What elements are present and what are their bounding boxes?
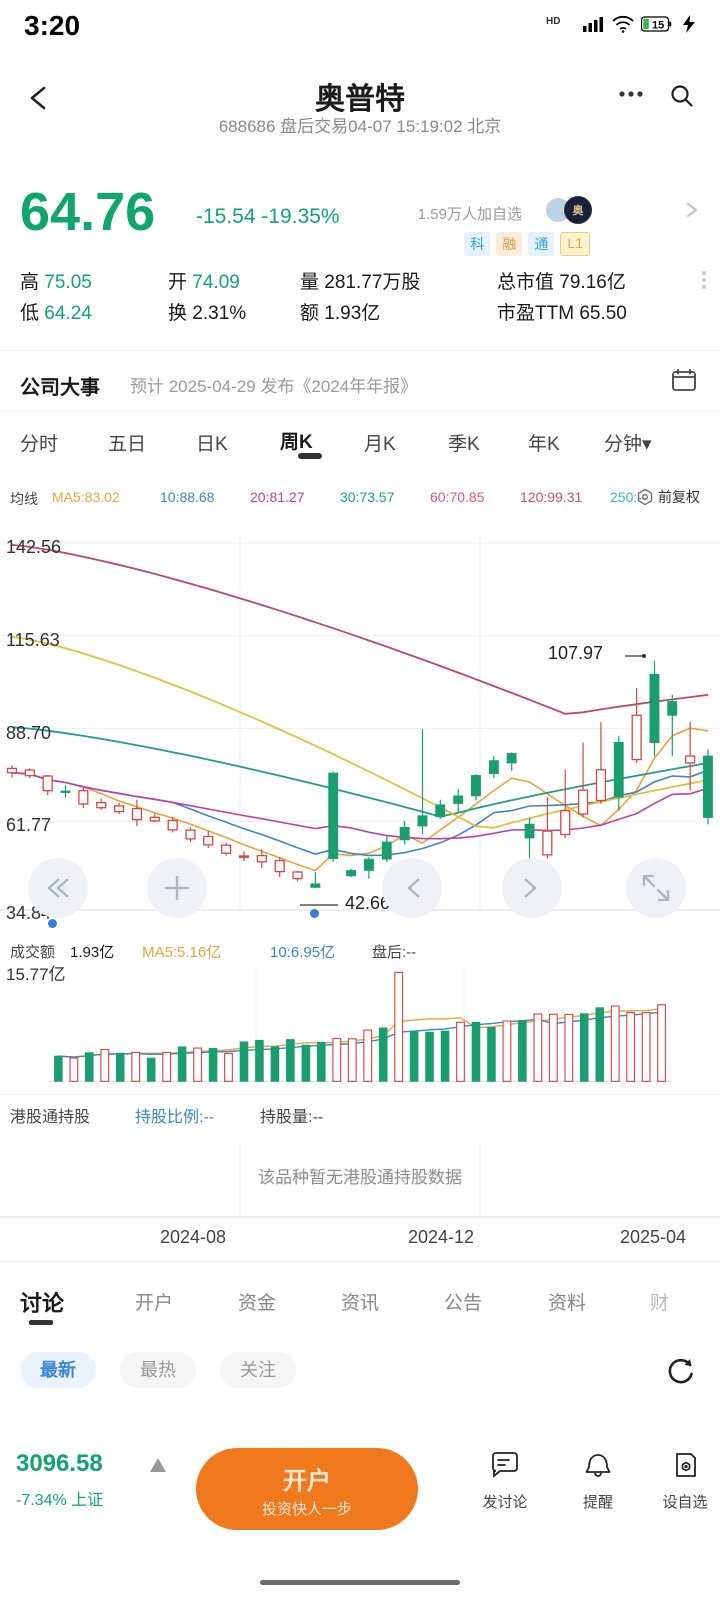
svg-text:HD: HD [546, 16, 560, 27]
svg-text:15: 15 [652, 20, 664, 32]
